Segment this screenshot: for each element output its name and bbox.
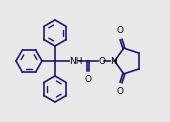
Text: O: O	[117, 26, 124, 35]
Text: O: O	[117, 87, 124, 96]
Text: NH: NH	[70, 56, 83, 66]
Text: N: N	[110, 56, 117, 66]
Text: O: O	[98, 56, 106, 66]
Text: O: O	[84, 75, 91, 84]
